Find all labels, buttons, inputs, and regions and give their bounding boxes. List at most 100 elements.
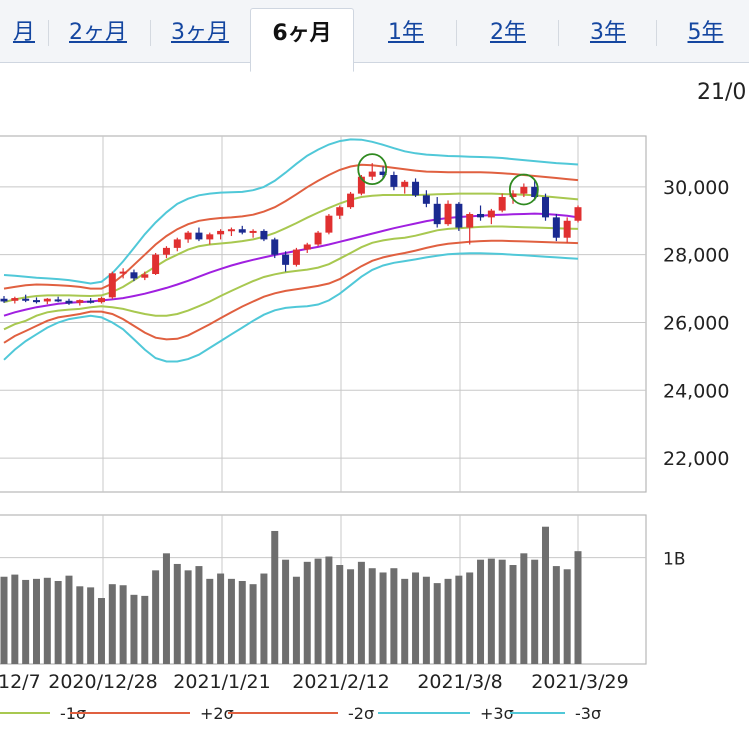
minus1-sigma-line <box>3 225 579 331</box>
candle-body <box>0 298 8 302</box>
volume-bar <box>282 559 290 664</box>
candle-body <box>238 229 246 233</box>
candle-body <box>552 217 560 238</box>
candle-body <box>162 247 170 255</box>
price-tick-label: 26,000 <box>663 312 729 334</box>
tab-divider <box>48 20 49 46</box>
tab-1-month[interactable]: 月 <box>12 20 35 45</box>
candle-body <box>520 186 528 194</box>
volume-bar <box>184 570 192 664</box>
plus3-sigma-line <box>3 138 579 285</box>
date-axis: 12/7 2020/12/28 2021/1/21 2021/2/12 2021/3/8… <box>0 671 629 693</box>
candle-body <box>108 273 116 298</box>
tab-5-years[interactable]: 5年 <box>687 20 724 45</box>
candle-body <box>509 193 517 198</box>
candle-body <box>314 232 322 245</box>
candle-body <box>336 207 344 216</box>
volume-bar <box>401 578 409 664</box>
candle-body <box>43 298 51 302</box>
minus2-sigma-line <box>3 239 579 344</box>
volume-bar <box>314 558 322 664</box>
volume-bar <box>152 570 160 664</box>
candle-body <box>260 230 268 240</box>
candle-body <box>455 203 463 228</box>
volume-bar <box>477 559 485 664</box>
volume-bar <box>390 568 398 664</box>
volume-bar <box>119 585 127 664</box>
volume-bar <box>347 569 355 664</box>
candle-body <box>195 232 203 240</box>
minus3-sigma-line <box>3 252 579 363</box>
price-tick-label: 30,000 <box>663 177 729 199</box>
volume-bar <box>54 580 62 664</box>
candle-body <box>422 195 430 204</box>
volume-bar <box>509 565 517 664</box>
candle-body <box>466 213 474 228</box>
tab-3-years[interactable]: 3年 <box>590 20 626 45</box>
tab-6-months[interactable]: 6ヶ月 <box>250 8 354 72</box>
candle-body <box>390 174 398 187</box>
candle-body <box>130 272 138 279</box>
candle-body <box>65 300 73 304</box>
candle-body <box>206 234 214 240</box>
date-tick-label: 2020/12/28 <box>48 671 158 693</box>
legend: -1σ +2σ -2σ +3σ -3σ <box>0 704 601 723</box>
candle-body <box>184 232 192 240</box>
volume-bar <box>227 578 235 664</box>
volume-bar <box>76 586 84 664</box>
volume-bar <box>379 572 387 664</box>
highlight-markers <box>357 153 539 206</box>
tab-2-months[interactable]: 2ヶ月 <box>69 20 127 45</box>
volume-bar <box>466 572 474 664</box>
volume-bar <box>498 559 506 664</box>
volume-bars <box>0 526 582 664</box>
volume-bar <box>444 578 452 664</box>
price-tick-label: 22,000 <box>663 448 729 470</box>
volume-bar <box>130 594 138 664</box>
legend-label: -2σ <box>348 704 374 723</box>
candle-body <box>498 197 506 211</box>
volume-bar <box>574 551 582 664</box>
volume-bar <box>368 568 376 664</box>
tab-2-years[interactable]: 2年 <box>490 20 526 45</box>
candlesticks <box>0 163 582 306</box>
volume-bar <box>531 559 539 664</box>
volume-bar <box>195 566 203 664</box>
price-frame <box>0 135 647 493</box>
plus1-sigma-line <box>3 192 579 304</box>
date-tick-label: 12/7 <box>0 671 41 693</box>
volume-grid <box>0 514 647 665</box>
candle-body <box>217 230 225 235</box>
volume-bar <box>238 580 246 664</box>
candle-body <box>152 254 160 274</box>
date-tick-label: 2021/2/12 <box>292 671 389 693</box>
volume-bar <box>303 561 311 664</box>
candle-body <box>227 229 235 232</box>
candle-body <box>433 203 441 225</box>
volume-bar <box>11 574 19 664</box>
volume-bar <box>336 565 344 664</box>
candle-body <box>368 171 376 177</box>
volume-bar <box>325 556 333 664</box>
price-axis: 30,000 28,000 26,000 24,000 22,000 <box>663 177 729 470</box>
date-tick-label: 2021/3/29 <box>531 671 628 693</box>
tab-1-year[interactable]: 1年 <box>388 20 424 45</box>
plus2-sigma-line <box>3 163 579 290</box>
candle-body <box>444 203 452 225</box>
candle-body <box>347 193 355 208</box>
volume-bar <box>217 573 225 664</box>
candle-body <box>563 220 571 238</box>
volume-bar <box>433 583 441 664</box>
candle-body <box>97 298 105 303</box>
date-tick-label: 2021/1/21 <box>173 671 270 693</box>
bollinger-bands <box>3 138 579 363</box>
volume-bar <box>206 578 214 664</box>
tab-divider <box>656 20 657 46</box>
volume-tick-label: 1B <box>663 550 685 570</box>
volume-bar <box>422 576 430 664</box>
tab-3-months[interactable]: 3ヶ月 <box>171 20 229 45</box>
volume-bar <box>455 575 463 664</box>
volume-bar <box>0 576 8 664</box>
candle-body <box>531 186 539 198</box>
